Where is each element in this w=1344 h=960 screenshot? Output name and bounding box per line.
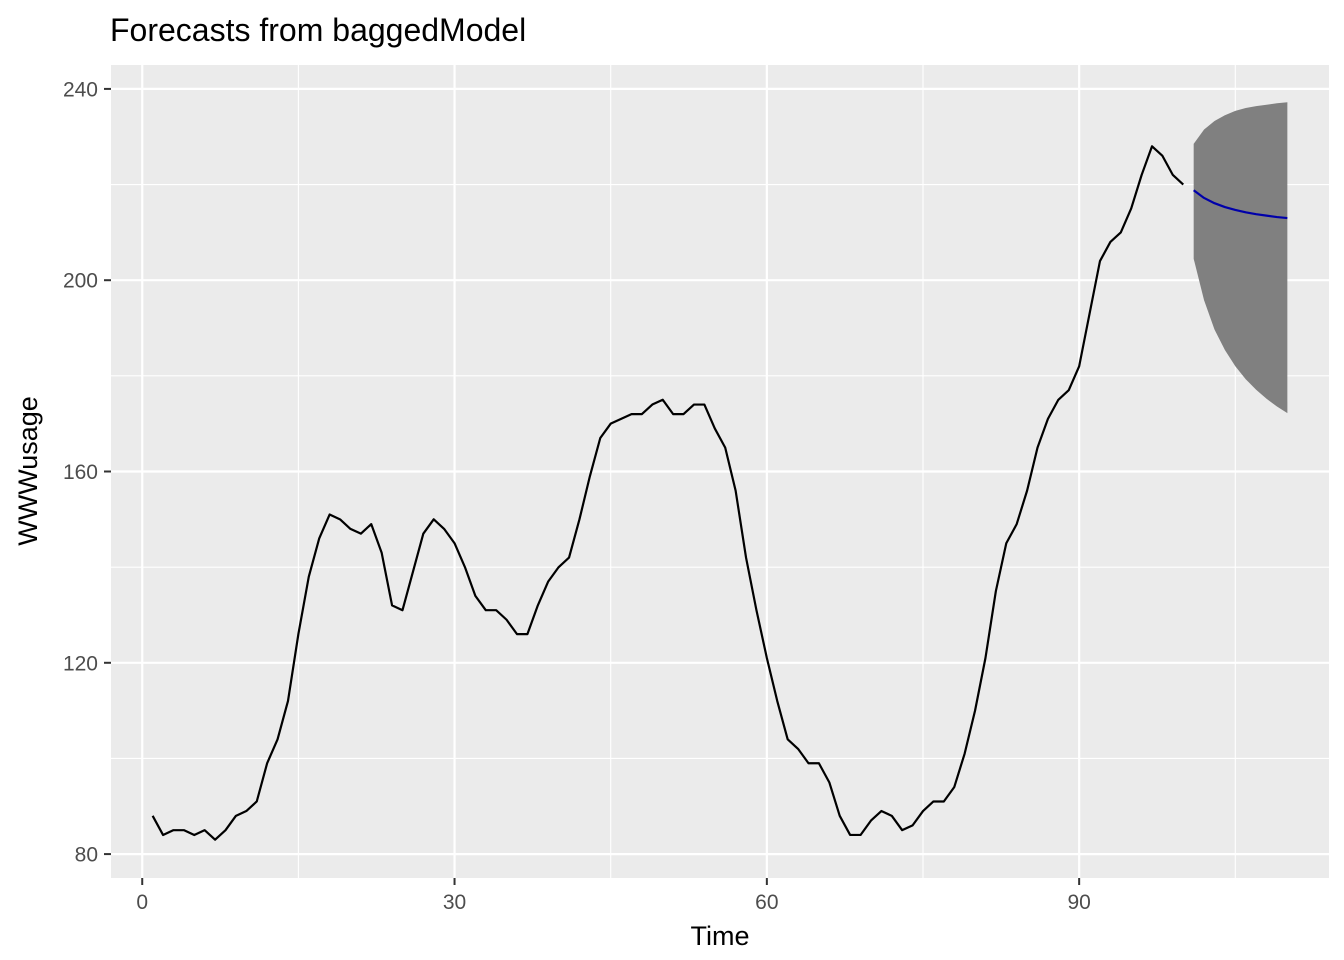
y-tick-label: 200 bbox=[63, 270, 98, 293]
major-gridlines bbox=[111, 65, 1329, 878]
y-tick-label: 240 bbox=[63, 78, 98, 101]
forecast-interval-band bbox=[1193, 102, 1288, 414]
x-axis-title: Time bbox=[691, 921, 750, 951]
y-tick-label: 80 bbox=[75, 844, 98, 867]
observed-series-line bbox=[151, 145, 1185, 841]
x-tick-label: 0 bbox=[136, 891, 148, 914]
y-tick-label: 120 bbox=[63, 652, 98, 675]
x-tick-label: 90 bbox=[1067, 891, 1090, 914]
forecast-mean-line bbox=[1193, 189, 1288, 220]
chart-title: Forecasts from baggedModel bbox=[110, 12, 526, 48]
x-tick-label: 30 bbox=[443, 891, 466, 914]
y-axis-title: WWWusage bbox=[13, 396, 43, 546]
x-axis: 0 30 60 90 bbox=[136, 878, 1091, 914]
y-tick-label: 160 bbox=[63, 461, 98, 484]
y-axis: 80 120 160 200 240 bbox=[63, 78, 111, 867]
x-tick-label: 60 bbox=[755, 891, 778, 914]
